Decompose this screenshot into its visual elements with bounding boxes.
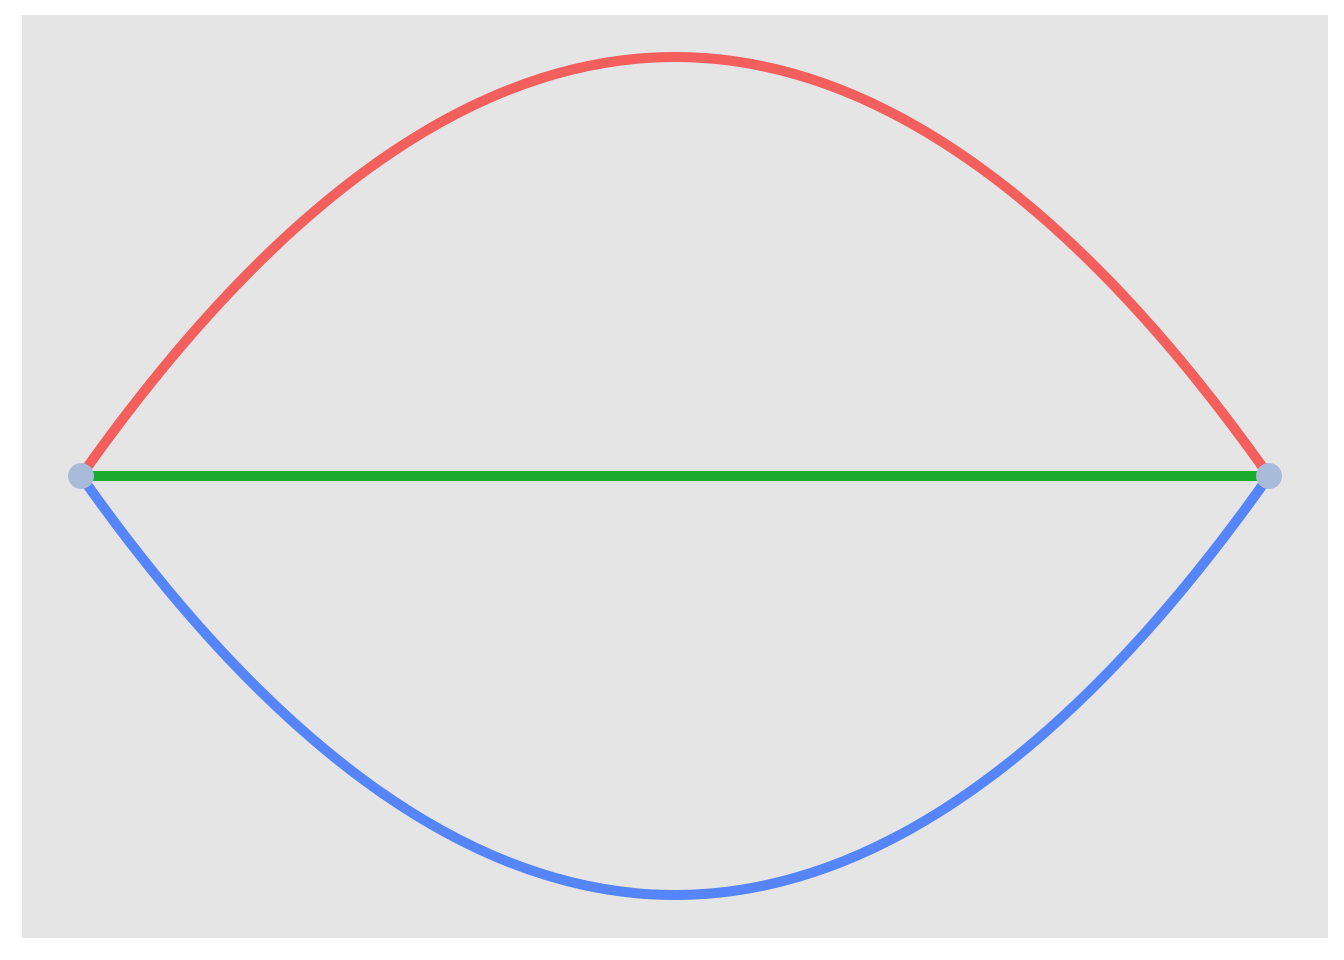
right-node — [1256, 463, 1282, 489]
nodes-layer — [68, 463, 1282, 489]
left-node — [68, 463, 94, 489]
edge-top — [76, 51, 1274, 479]
edge-bottom — [76, 473, 1274, 901]
edges-layer — [76, 51, 1274, 901]
